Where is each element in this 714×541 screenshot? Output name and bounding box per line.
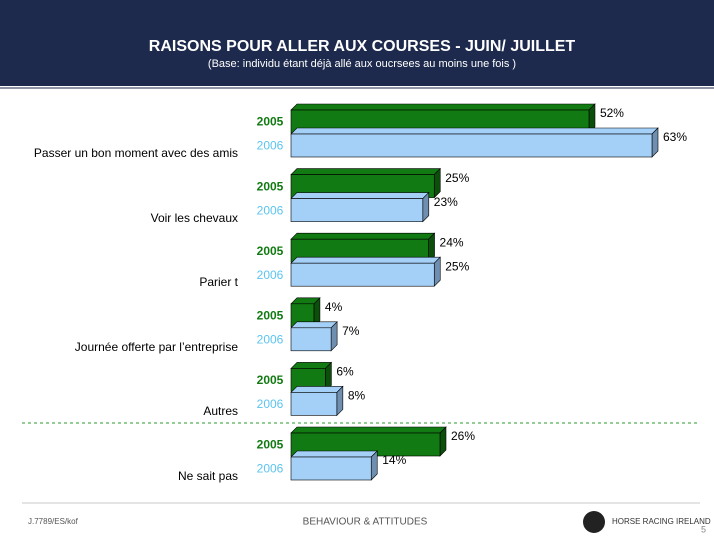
value-label: 7% bbox=[342, 324, 360, 338]
category-label: Journée offerte par l’entreprise bbox=[74, 339, 238, 354]
category-label: Ne sait pas bbox=[177, 469, 238, 483]
value-label: 14% bbox=[382, 453, 406, 467]
series-label: 2006 bbox=[257, 268, 284, 282]
chart-title: RAISONS POUR ALLER AUX COURSES - JUIN/ J… bbox=[149, 38, 576, 55]
bar bbox=[290, 392, 338, 416]
footer-logo-left: BEHAVIOUR & ATTITUDES bbox=[303, 517, 428, 528]
bar bbox=[290, 456, 372, 481]
value-label: 8% bbox=[348, 389, 366, 403]
bar-top bbox=[290, 362, 333, 369]
value-label: 24% bbox=[440, 235, 464, 249]
chart-subtitle: (Base: individu étant déjà allé aux oucr… bbox=[208, 58, 516, 70]
series-label: 2005 bbox=[257, 438, 284, 452]
series-label: 2006 bbox=[257, 397, 284, 411]
bar-top bbox=[290, 256, 441, 264]
bar-top bbox=[290, 168, 441, 175]
bar-top bbox=[290, 426, 447, 434]
series-label: 2005 bbox=[257, 179, 284, 193]
category-label: Voir les chevaux bbox=[150, 210, 238, 225]
bar-top bbox=[290, 386, 344, 393]
value-label: 23% bbox=[434, 195, 458, 209]
footer-reference: J.7789/ES/kof bbox=[28, 517, 79, 526]
value-label: 63% bbox=[663, 130, 687, 144]
bar bbox=[290, 327, 332, 352]
bar-top bbox=[290, 450, 378, 458]
series-label: 2006 bbox=[257, 462, 284, 476]
category-label: Parier t bbox=[199, 275, 238, 290]
bar-top bbox=[290, 127, 659, 135]
bar-top bbox=[290, 232, 436, 240]
series-label: 2006 bbox=[257, 203, 284, 217]
footer-logo-right: HORSE RACING IRELAND bbox=[612, 517, 711, 526]
value-label: 4% bbox=[325, 300, 343, 314]
bar-top bbox=[290, 103, 596, 111]
bar-top bbox=[290, 321, 338, 329]
series-label: 2005 bbox=[257, 115, 284, 129]
value-label: 25% bbox=[445, 259, 469, 273]
category-label: Autres bbox=[203, 404, 238, 419]
series-label: 2005 bbox=[257, 308, 284, 322]
bar bbox=[290, 133, 653, 158]
value-label: 26% bbox=[451, 429, 475, 443]
logo-icon bbox=[583, 511, 605, 533]
page-number: 5 bbox=[701, 524, 706, 534]
category-label: Passer un bon moment avec des amis bbox=[33, 146, 238, 160]
series-label: 2006 bbox=[257, 332, 284, 346]
value-label: 6% bbox=[336, 365, 354, 379]
header-band bbox=[0, 0, 714, 86]
series-label: 2005 bbox=[257, 373, 284, 387]
value-label: 25% bbox=[445, 171, 469, 185]
bar bbox=[290, 198, 424, 222]
series-label: 2005 bbox=[257, 244, 284, 258]
value-label: 52% bbox=[600, 106, 624, 120]
series-label: 2006 bbox=[257, 139, 284, 153]
bar bbox=[290, 262, 435, 287]
bar-top bbox=[290, 192, 430, 199]
